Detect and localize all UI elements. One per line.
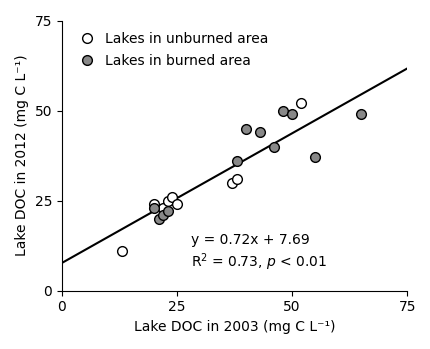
Point	[242, 126, 249, 131]
Y-axis label: Lake DOC in 2012 (mg C L⁻¹): Lake DOC in 2012 (mg C L⁻¹)	[15, 55, 29, 257]
Point	[270, 144, 276, 149]
Point	[233, 176, 240, 182]
Point	[150, 201, 157, 207]
Point	[164, 209, 171, 214]
Text: R$^2$ = 0.73, $p$ < 0.01: R$^2$ = 0.73, $p$ < 0.01	[190, 251, 326, 273]
Point	[228, 180, 235, 185]
Point	[311, 155, 318, 160]
Text: y = 0.72x + 7.69: y = 0.72x + 7.69	[190, 233, 309, 247]
Point	[357, 111, 364, 117]
Point	[173, 201, 180, 207]
Point	[279, 108, 286, 113]
Point	[288, 111, 295, 117]
Point	[233, 158, 240, 164]
Point	[155, 216, 162, 222]
Point	[118, 248, 125, 254]
Point	[159, 212, 166, 218]
Point	[159, 205, 166, 211]
Point	[169, 194, 175, 200]
Point	[256, 129, 263, 135]
Point	[164, 198, 171, 203]
Legend: Lakes in unburned area, Lakes in burned area: Lakes in unburned area, Lakes in burned …	[68, 28, 272, 72]
Point	[150, 205, 157, 211]
X-axis label: Lake DOC in 2003 (mg C L⁻¹): Lake DOC in 2003 (mg C L⁻¹)	[133, 320, 335, 334]
Point	[297, 101, 304, 106]
